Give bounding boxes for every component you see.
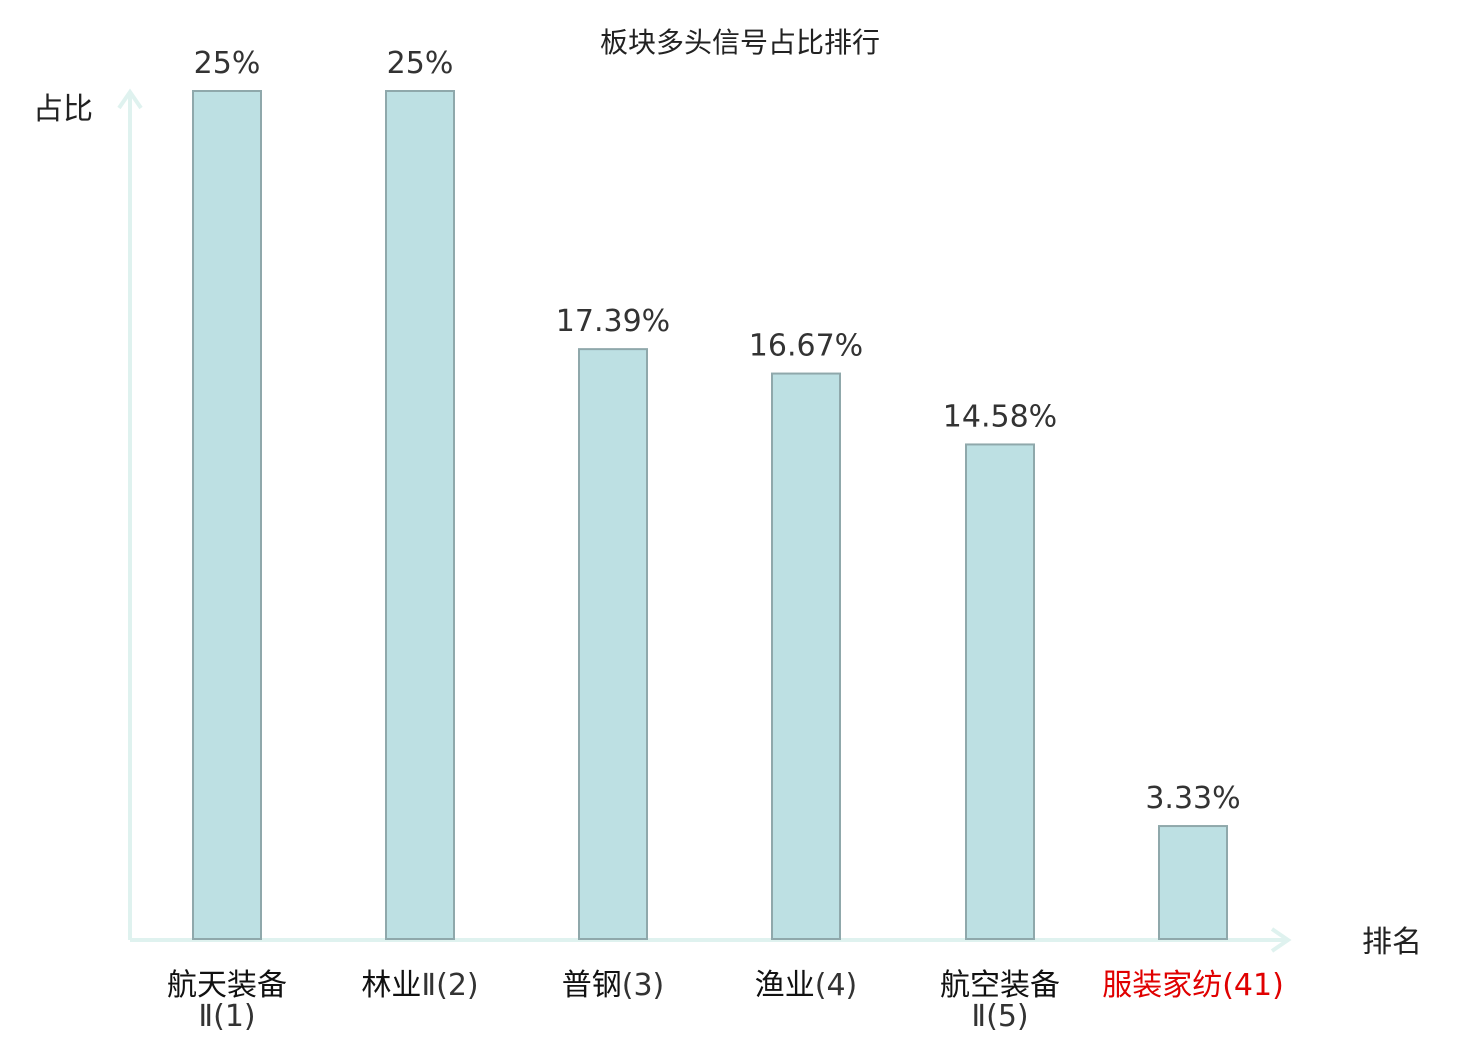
value-label-6: 3.33% <box>1145 781 1240 816</box>
category-name: 航天装备 <box>167 968 287 1003</box>
bar-5 <box>965 443 1035 940</box>
value-label-1: 25% <box>194 46 261 81</box>
category-name: 服装家纺 <box>1102 968 1222 1003</box>
category-name: 航空装备 <box>940 968 1060 1003</box>
category-label-1: 航天装备 Ⅱ(1) <box>167 968 287 1034</box>
category-label-4: 渔业(4) <box>755 968 858 1003</box>
bar-6 <box>1158 825 1228 940</box>
value-label-3: 17.39% <box>556 304 670 339</box>
value-label-4: 16.67% <box>749 329 863 364</box>
chart-title: 板块多头信号占比排行 <box>600 26 880 59</box>
category-label-2: 林业Ⅱ(2) <box>361 968 478 1003</box>
bar-4 <box>771 372 841 940</box>
category-label-5: 航空装备 Ⅱ(5) <box>940 968 1060 1034</box>
x-axis-arrow <box>1270 927 1292 953</box>
category-label-6: 服装家纺(41) <box>1102 968 1284 1003</box>
category-name: 普钢 <box>562 968 622 1003</box>
category-rank: Ⅱ(1) <box>198 999 255 1034</box>
x-axis-label: 排名 <box>1362 925 1422 960</box>
category-rank: (3) <box>622 968 665 1003</box>
value-label-5: 14.58% <box>943 399 1057 434</box>
category-rank: Ⅱ(2) <box>421 968 478 1003</box>
category-rank: (4) <box>815 968 858 1003</box>
category-name: 林业 <box>361 968 421 1003</box>
bar-series: 25%航天装备 Ⅱ(1)25%林业Ⅱ(2)17.39%普钢(3)16.67%渔业(… <box>167 46 1284 1034</box>
bar-1 <box>192 90 262 940</box>
category-rank: Ⅱ(5) <box>971 999 1028 1034</box>
y-axis-label: 占比 <box>33 92 93 127</box>
category-name: 渔业 <box>755 968 815 1003</box>
category-rank: (41) <box>1222 968 1284 1003</box>
bar-3 <box>578 348 648 940</box>
y-axis-arrow <box>117 88 143 110</box>
value-label-2: 25% <box>387 46 454 81</box>
category-label-3: 普钢(3) <box>562 968 665 1003</box>
bar-2 <box>385 90 455 940</box>
